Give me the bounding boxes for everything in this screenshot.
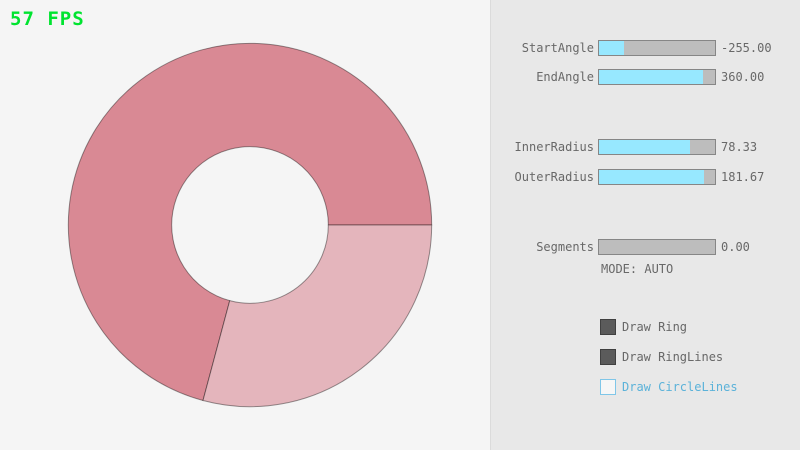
startangle-slider-fill [599,41,625,55]
draw-circlelines-checkbox[interactable] [600,379,616,395]
endangle-row: EndAngle 360.00 [0,69,800,85]
outerradius-label: OuterRadius [514,170,594,184]
ring-light-sector [202,224,433,408]
draw-ringlines-label: Draw RingLines [622,350,724,364]
segments-slider[interactable] [598,239,716,255]
draw-ring-label: Draw Ring [622,320,688,334]
draw-circlelines-label: Draw CircleLines [622,380,738,394]
segments-label: Segments [536,240,594,254]
outerradius-row: OuterRadius 181.67 [0,169,800,185]
segments-mode-label: MODE: AUTO [601,262,674,276]
ring-dark-sector [67,42,433,402]
outerradius-value: 181.67 [721,170,765,184]
draw-ring-checkbox[interactable] [600,319,616,335]
endangle-label: EndAngle [536,70,594,84]
startangle-row: StartAngle -255.00 [0,40,800,56]
innerradius-label: InnerRadius [514,140,594,154]
draw-ring-row: Draw Ring [0,319,800,335]
endangle-slider[interactable] [598,69,716,85]
startangle-slider[interactable] [598,40,716,56]
fps-counter: 57 FPS [10,8,85,30]
outerradius-slider-fill [599,170,705,184]
segments-value: 0.00 [721,240,750,254]
segments-row: Segments 0.00 [0,239,800,255]
outerradius-slider[interactable] [598,169,716,185]
startangle-value: -255.00 [721,41,772,55]
draw-ringlines-row: Draw RingLines [0,349,800,365]
draw-ringlines-checkbox[interactable] [600,349,616,365]
innerradius-slider[interactable] [598,139,716,155]
innerradius-value: 78.33 [721,140,758,154]
draw-circlelines-row: Draw CircleLines [0,379,800,395]
endangle-value: 360.00 [721,70,765,84]
innerradius-row: InnerRadius 78.33 [0,139,800,155]
startangle-label: StartAngle [521,41,594,55]
endangle-slider-fill [599,70,704,84]
innerradius-slider-fill [599,140,690,154]
